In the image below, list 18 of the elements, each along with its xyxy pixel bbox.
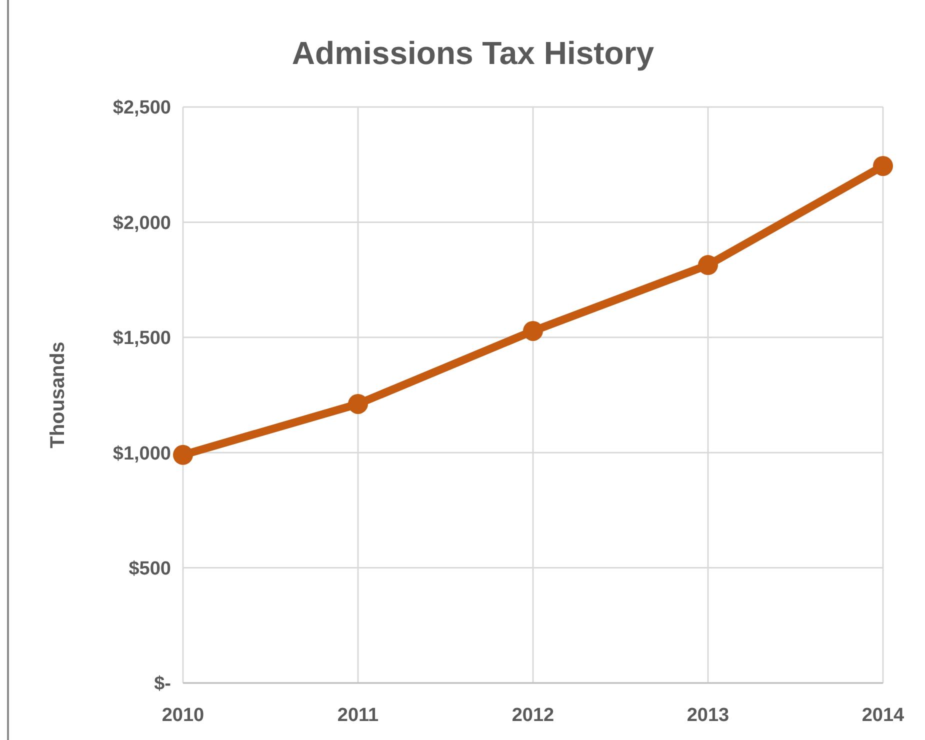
y-tick-label: $2,000	[112, 212, 171, 234]
y-tick-label: $-	[154, 674, 171, 695]
point	[523, 320, 543, 341]
y-tick-label: $1,500	[112, 328, 171, 350]
x-tick-label: 2013	[686, 705, 730, 726]
chart-title: Admissions Tax History	[292, 35, 654, 71]
y-tick-label: $500	[128, 558, 171, 580]
x-tick-label: 2011	[337, 705, 380, 726]
x-tick-label: 2012	[512, 705, 554, 726]
point	[698, 255, 718, 276]
y-tick-label: $1,000	[112, 443, 171, 464]
y-tick-label: $2,500	[112, 98, 171, 119]
y-axis-title: Thousands	[47, 342, 69, 448]
point	[348, 394, 368, 414]
point	[173, 444, 193, 465]
x-tick-label: 2010	[162, 705, 204, 726]
point	[873, 156, 893, 176]
x-tick-label: 2014	[862, 705, 905, 726]
